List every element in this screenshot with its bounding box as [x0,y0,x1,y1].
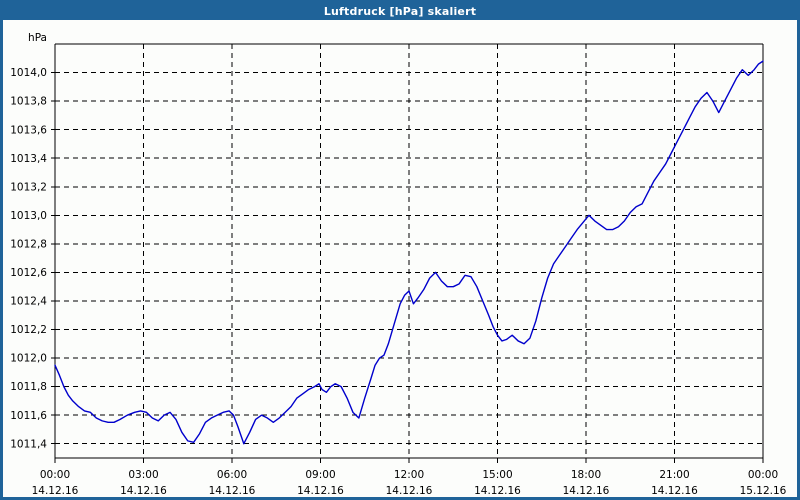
x-tick-date-label: 14.12.16 [651,485,698,497]
y-tick-label: 1013,2 [10,181,47,193]
y-tick-label: 1013,4 [10,153,47,165]
x-tick-date-label: 14.12.16 [32,485,79,497]
x-tick-date-label: 14.12.16 [297,485,344,497]
y-tick-label: 1012,4 [10,296,47,308]
x-axis-tick-labels: 00:00 14.12.16 03:00 14.12.16 06:00 14.12.16 0… [32,469,787,497]
x-tick-time-label: 18:00 [571,469,601,481]
x-tick-time-label: 00:00 [748,469,778,481]
y-tick-label: 1011,6 [10,410,47,422]
y-axis-tick-labels: 1014,0 1013,8 1013,6 1013,4 1013,2 1013,0 1012… [10,67,47,450]
x-tick-time-label: 21:00 [659,469,689,481]
chart-canvas: 1014,0 1013,8 1013,6 1013,4 1013,2 1013,0 1012… [3,20,797,497]
chart-plot: 1014,0 1013,8 1013,6 1013,4 1013,2 1013,0 1012… [3,20,797,497]
axis-lines [54,43,764,459]
x-tick-date-label: 14.12.16 [386,485,433,497]
x-tick-date-label: 14.12.16 [563,485,610,497]
y-axis-unit-label: hPa [28,32,47,44]
x-tick-time-label: 15:00 [482,469,512,481]
y-tick-label: 1011,8 [10,381,47,393]
y-tick-label: 1013,6 [10,124,47,136]
y-tick-label: 1012,6 [10,267,47,279]
y-tick-label: 1013,0 [10,210,47,222]
y-tick-label: 1011,4 [10,438,47,450]
y-tick-label: 1012,0 [10,353,47,365]
y-tick-label: 1012,2 [10,324,47,336]
gridlines [51,44,764,463]
x-tick-date-label: 14.12.16 [120,485,167,497]
x-tick-time-label: 09:00 [305,469,335,481]
y-tick-label: 1014,0 [10,67,47,79]
x-tick-time-label: 06:00 [217,469,247,481]
y-tick-label: 1013,8 [10,96,47,108]
x-tick-time-label: 00:00 [40,469,70,481]
y-tick-label: 1012,8 [10,238,47,250]
window-title: Luftdruck [hPa] skaliert [3,3,797,20]
x-tick-date-label: 14.12.16 [474,485,521,497]
plot-background [3,20,797,497]
x-tick-date-label: 14.12.16 [209,485,256,497]
series-line-luftdruck [54,60,764,445]
x-tick-date-label: 15.12.16 [740,485,787,497]
x-tick-time-label: 03:00 [128,469,158,481]
x-tick-time-label: 12:00 [394,469,424,481]
